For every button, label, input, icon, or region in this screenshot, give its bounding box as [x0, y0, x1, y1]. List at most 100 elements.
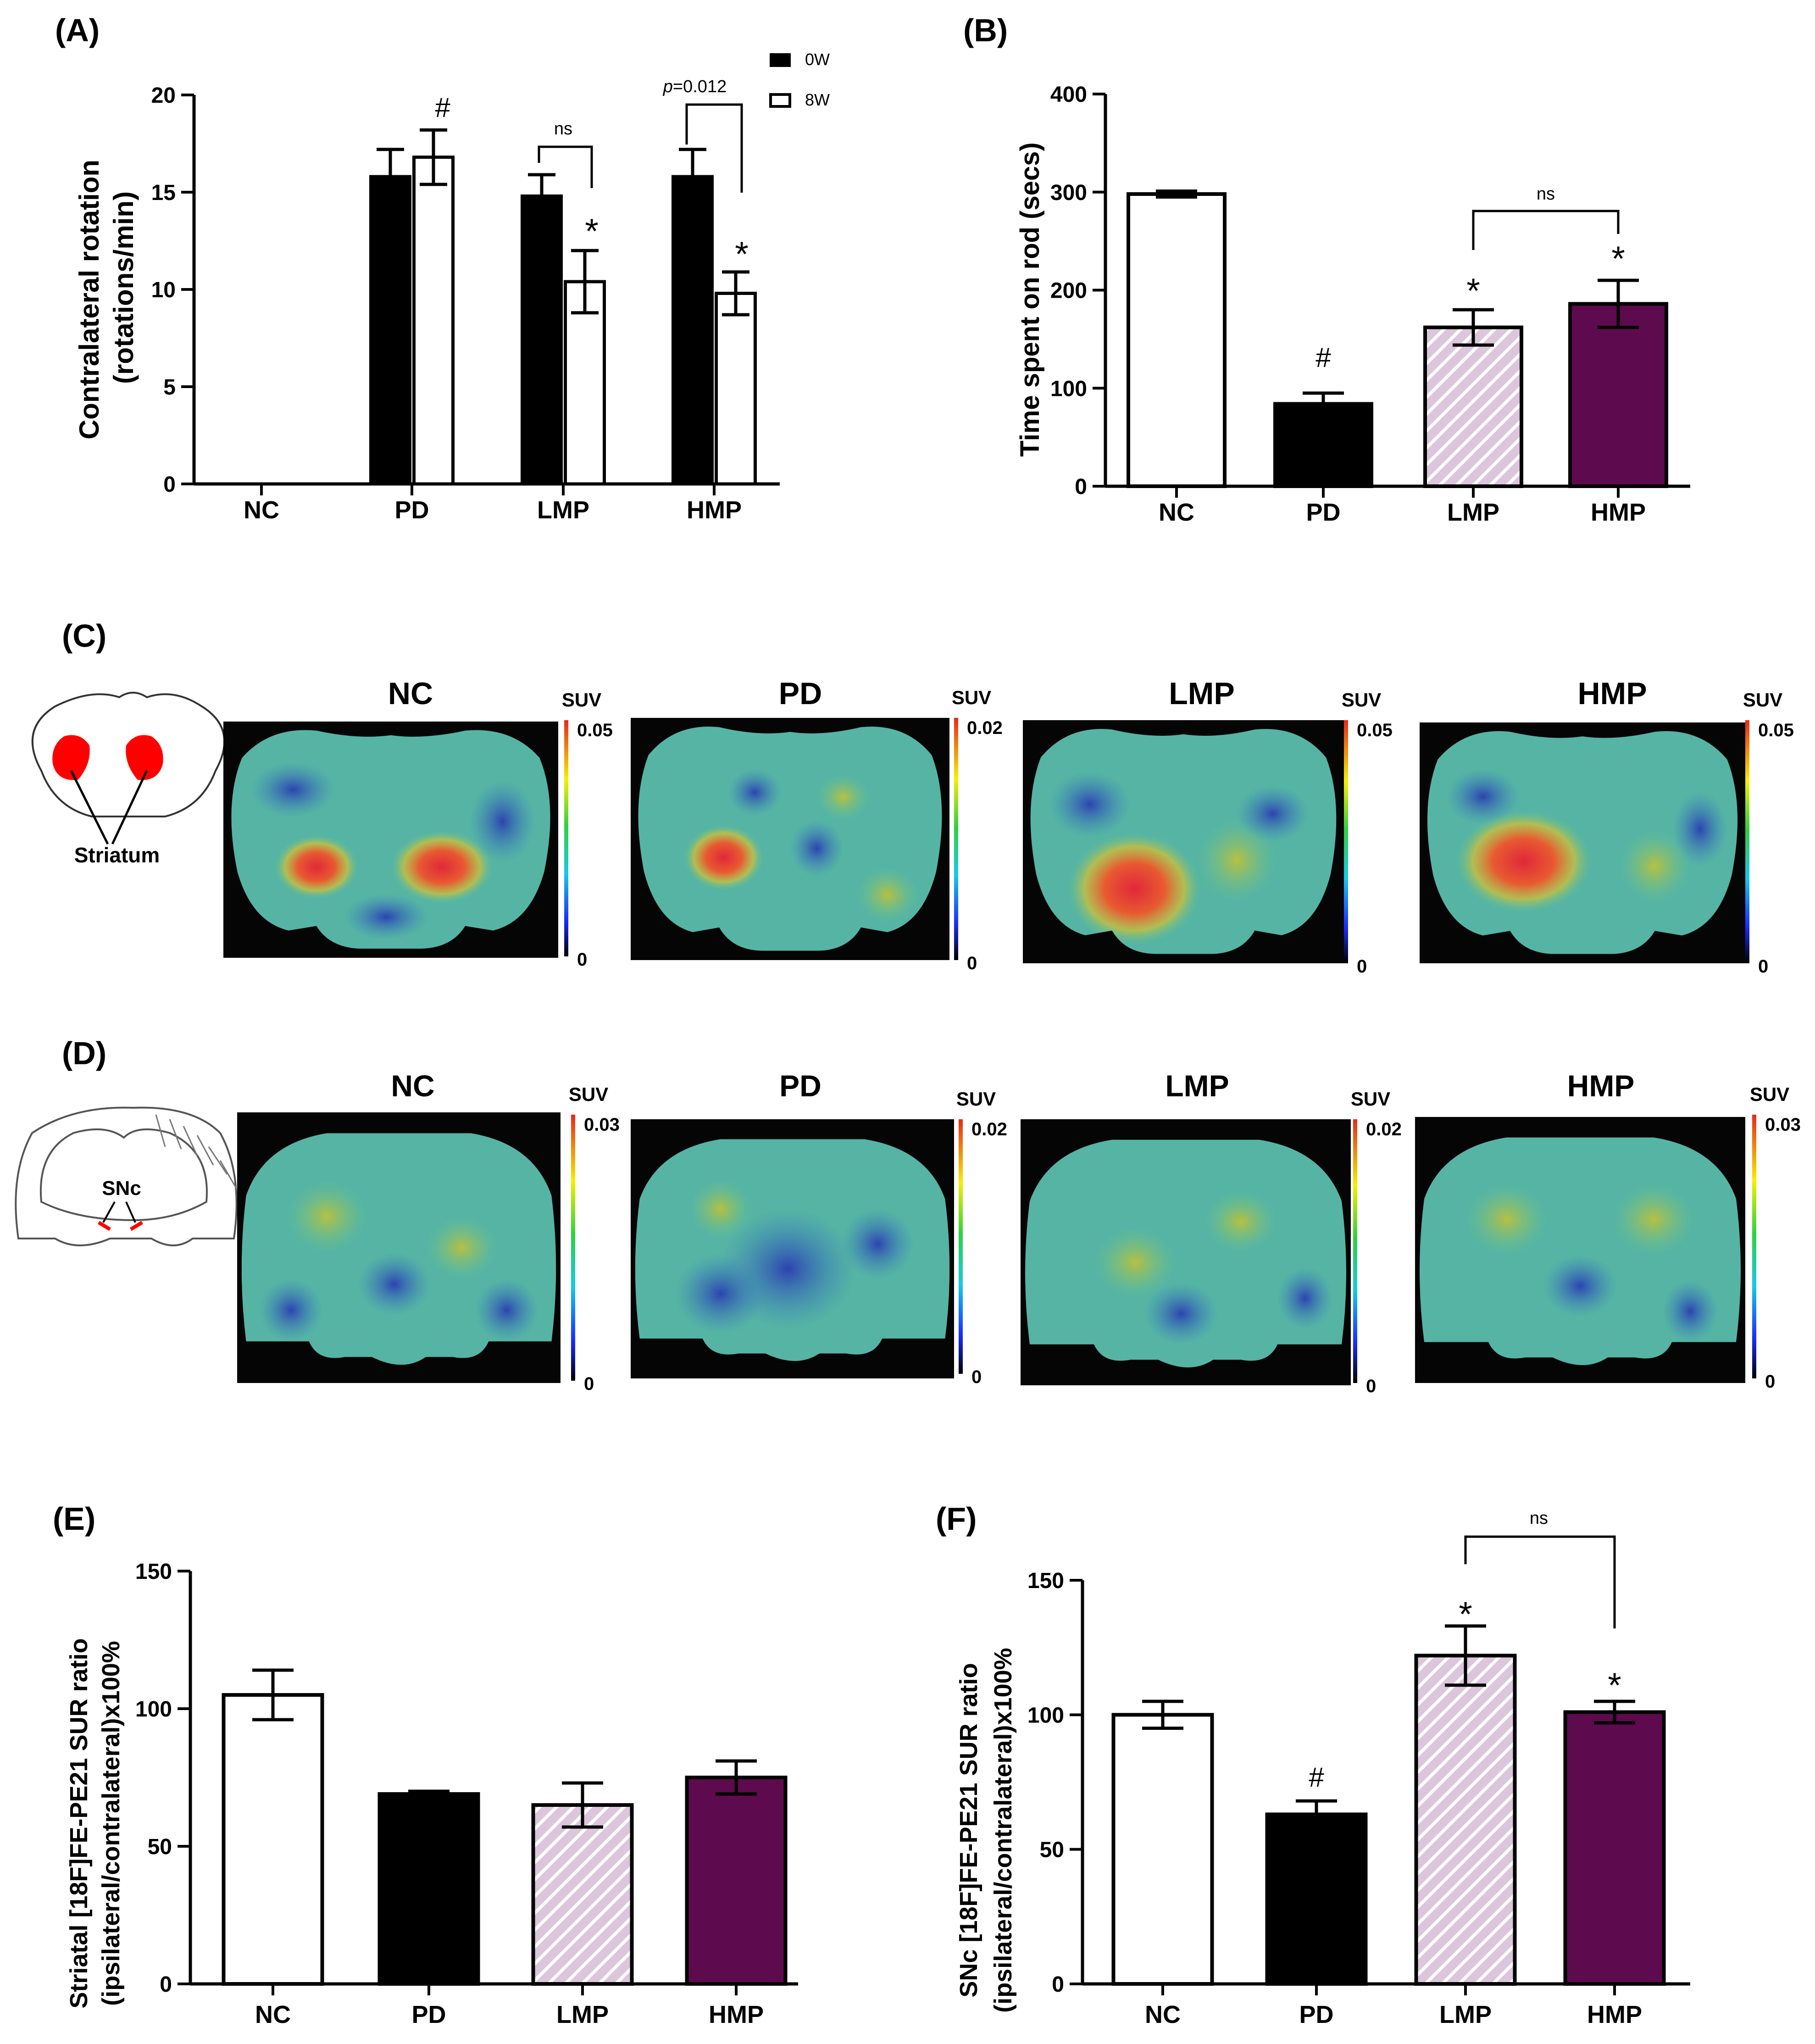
chart-f-ytick-label: 150: [1027, 1569, 1064, 1593]
chart-a-p-value: =0.012: [673, 77, 727, 96]
chart-b-star-hmp: *: [1611, 239, 1625, 278]
panel-c-nc-pet-image-uptake-region: [470, 780, 535, 863]
chart-b-xtick-label: PD: [1306, 499, 1340, 526]
panel-d-nc-suv-colorbar-label: SUV: [569, 1083, 608, 1105]
panel-d-pd-suv-colorbar-gradient: [959, 1119, 963, 1374]
chart-b-ytick-label: 0: [1075, 475, 1087, 499]
snc-pointer-lines: [102, 1201, 136, 1223]
chart-a-ytick-label: 10: [151, 278, 176, 302]
chart-a: Contralateral rotation (rotations/min) 0…: [74, 50, 830, 524]
panel-c-lmp-pet-image-scan: [1030, 729, 1337, 954]
striatum-pointer-lines: [70, 770, 148, 845]
chart-f-star-hmp: *: [1608, 1666, 1621, 1705]
panel-d-nc-suv-colorbar-min: 0: [584, 1374, 594, 1394]
chart-b-ylabel: Time spent on rod (secs): [1015, 142, 1045, 456]
chart-a-bar-0w-hmp: [672, 175, 714, 486]
panel-d-hmp-suv-colorbar-min: 0: [1765, 1372, 1775, 1392]
chart-a-bar-0w-pd: [369, 175, 411, 486]
chart-b-xtick-label: LMP: [1447, 499, 1499, 526]
panel-d-pd-pet-image-uptake-region: [675, 1254, 766, 1334]
panel-c-pd-pet-image-uptake-region: [790, 820, 844, 877]
panel-d-nc-pet-image-uptake-region: [426, 1216, 498, 1279]
panel-d-pd-pet-image-uptake-region: [842, 1209, 914, 1279]
chart-b-ytick-label: 400: [1050, 83, 1087, 107]
panel-c-hmp-pet-image-uptake-region: [1673, 792, 1727, 866]
panel-d-pd-pet-image-brain: [635, 1139, 950, 1361]
panel-c-pd-suv-colorbar: SUV 0.02 0: [952, 687, 1003, 973]
chart-a-bar-8w-lmp: [564, 280, 606, 486]
chart-f-ns-bracket: [1464, 1535, 1616, 1628]
panel-d-hmp-suv-colorbar-max: 0.03: [1765, 1115, 1801, 1135]
chart-b-ytick-label: 300: [1050, 181, 1087, 205]
chart-e-ylabel-line2: (ipsilateral/contralateral)x100%: [97, 1641, 125, 2005]
striatum-right-shape: [126, 735, 163, 780]
panel-c-pd-pet-image: [631, 718, 949, 960]
chart-e-xtick-label: NC: [255, 2001, 291, 2028]
panel-d-hmp-title: HMP: [1567, 1069, 1635, 1103]
chart-a-p-italic: p: [663, 77, 673, 96]
panel-c-nc-pet-image-uptake-region: [344, 894, 428, 940]
chart-e-bar-nc: [222, 1693, 324, 1986]
panel-d-hmp-suv-colorbar-gradient: [1752, 1115, 1756, 1378]
panel-c-lmp-suv-colorbar-max: 0.05: [1357, 720, 1393, 740]
panel-c-hmp-suv-colorbar-label: SUV: [1743, 689, 1782, 711]
panel-c-hmp-pet-image-brain: [1427, 731, 1738, 954]
panel-c-pd-pet-image-scan: [638, 727, 942, 951]
panel-d-nc-pet-image-scan: [241, 1133, 556, 1365]
panel-d-nc-suv-colorbar: SUV 0.03 0: [569, 1083, 620, 1394]
legend-swatch-8w: [769, 93, 791, 108]
panel-c-hmp-suv-colorbar: SUV 0.05 0: [1743, 689, 1794, 977]
panel-d-lmp-pet-image: [1021, 1119, 1351, 1385]
panel-d-hmp-suv-colorbar-label: SUV: [1750, 1083, 1789, 1105]
chart-b-bar-hmp: [1568, 302, 1668, 488]
panel-c-nc-suv-colorbar-gradient: [564, 720, 568, 956]
chart-a-star-lmp: *: [585, 212, 599, 251]
chart-b-hash-pd: #: [1315, 342, 1331, 373]
panel-c-pd-suv-colorbar-label: SUV: [952, 687, 991, 708]
panel-d-lmp-suv-colorbar-min: 0: [1366, 1376, 1376, 1396]
panel-label-c: (C): [62, 618, 106, 654]
panel-d-nc-suv-colorbar-max: 0.03: [584, 1115, 620, 1135]
panel-c-hmp-suv-colorbar-min: 0: [1758, 956, 1768, 977]
panel-d-pd-pet-image-scan: [635, 1139, 950, 1361]
panel-d-lmp-suv-colorbar-max: 0.02: [1366, 1119, 1402, 1139]
panel-c-pd-pet-image-uptake-region: [728, 769, 782, 816]
coronal-outline: [15, 1106, 238, 1246]
chart-b-bar-nc: [1127, 192, 1227, 488]
panel-d-hmp-pet-image-brain: [1420, 1137, 1741, 1365]
panel-c-hmp-suv-colorbar-gradient: [1745, 720, 1749, 963]
snc-schematic: SNc: [15, 1106, 238, 1246]
chart-a-ns-lmp: ns: [554, 119, 572, 139]
panel-d-lmp-suv-colorbar: SUV 0.02 0: [1351, 1088, 1402, 1396]
chart-b-ytick-label: 100: [1050, 377, 1087, 401]
panel-label-f: (F): [936, 1501, 977, 1537]
chart-e-ytick-label: 150: [135, 1560, 172, 1584]
chart-f-ytick-label: 50: [1040, 1838, 1064, 1862]
panel-label-b: (B): [963, 12, 1008, 48]
panel-d-hmp-pet-image-uptake-region: [1612, 1183, 1695, 1255]
panel-d-pd-title: PD: [779, 1069, 821, 1103]
chart-f-ylabel-line2: (ipsilateral/contralateral)x100%: [989, 1648, 1017, 2012]
cortex-striations: [155, 1114, 237, 1189]
chart-a-p-bracket: [685, 103, 743, 193]
chart-e-xtick-label: PD: [411, 2001, 446, 2028]
chart-e-bar-pd: [377, 1792, 480, 1986]
panel-c-nc-title: NC: [388, 676, 433, 711]
panel-c-lmp-title: LMP: [1169, 676, 1235, 711]
chart-a-p-hmp: p=0.012: [663, 77, 727, 96]
panel-c-hmp-pet-image-uptake-region: [1618, 829, 1691, 903]
panel-c-hmp-pet-image-uptake-region: [1455, 810, 1592, 912]
chart-a-star-hmp: *: [735, 235, 749, 274]
panel-d-nc-suv-colorbar-gradient: [571, 1115, 575, 1381]
panel-c-pd-pet-image-brain: [638, 727, 942, 951]
panel-d-nc-title: NC: [391, 1069, 434, 1103]
chart-b-ytick-label: 200: [1050, 279, 1087, 303]
panel-d-pd-suv-colorbar-label: SUV: [956, 1088, 996, 1110]
chart-b: Time spent on rod (secs) # ns * * 0 100 20…: [1015, 83, 1690, 526]
chart-b-ns-bracket: [1472, 210, 1620, 250]
legend-label-8w: 8W: [805, 90, 830, 109]
panel-d-hmp-pet-image-uptake-region: [1543, 1255, 1617, 1316]
chart-b-ns: ns: [1537, 184, 1555, 204]
panel-d-hmp-suv-colorbar: SUV 0.03 0: [1750, 1083, 1801, 1392]
panel-c-pd-suv-colorbar-min: 0: [967, 953, 977, 973]
